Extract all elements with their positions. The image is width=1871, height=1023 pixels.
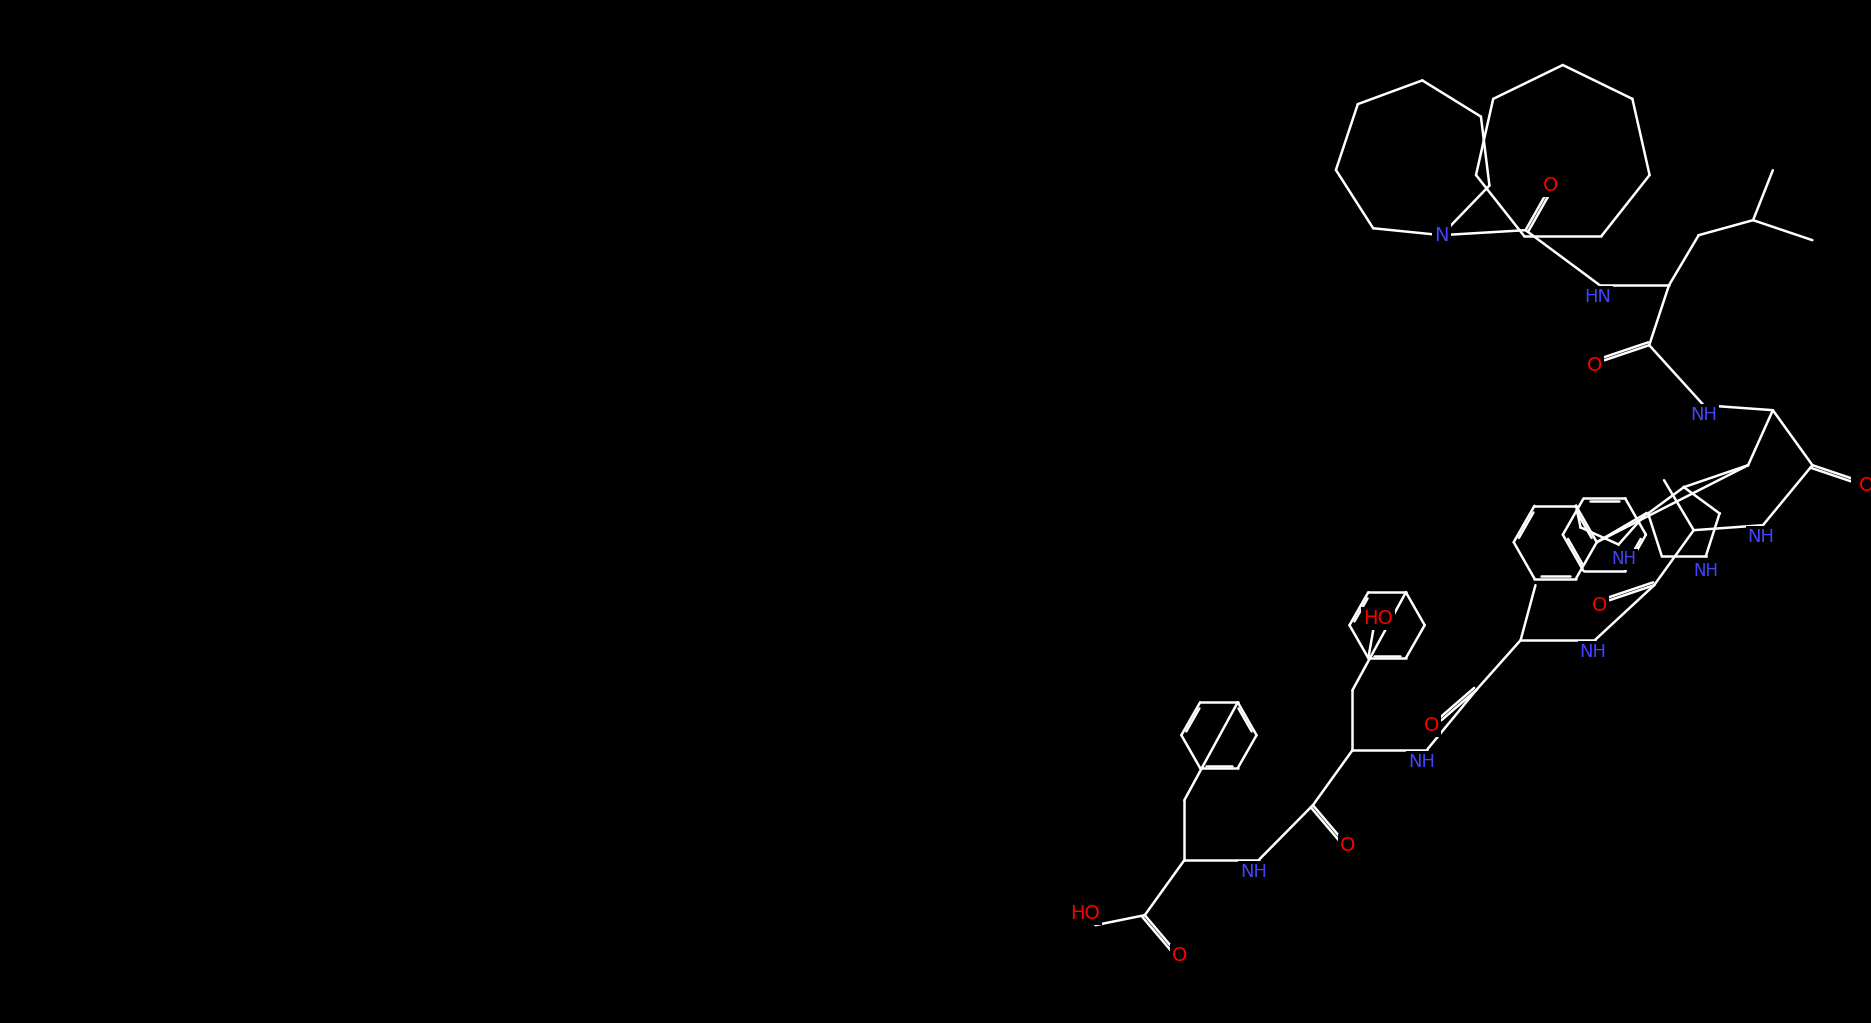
Text: O: O — [1340, 836, 1355, 854]
Text: O: O — [1542, 176, 1559, 194]
Text: NH: NH — [1611, 550, 1635, 569]
Text: NH: NH — [1409, 753, 1435, 771]
Text: O: O — [1171, 945, 1186, 965]
Text: NH: NH — [1693, 562, 1718, 580]
Text: O: O — [1424, 716, 1439, 735]
Text: HO: HO — [1070, 903, 1100, 923]
Text: NH: NH — [1240, 863, 1267, 881]
Text: O: O — [1587, 356, 1602, 374]
Text: N: N — [1435, 226, 1448, 244]
Text: NH: NH — [1690, 406, 1718, 425]
Text: NH: NH — [1579, 643, 1607, 661]
Text: HO: HO — [1364, 609, 1394, 627]
Text: NH: NH — [1748, 528, 1774, 546]
Text: O: O — [1592, 595, 1607, 615]
Text: O: O — [1860, 476, 1871, 495]
Text: HN: HN — [1585, 288, 1611, 306]
